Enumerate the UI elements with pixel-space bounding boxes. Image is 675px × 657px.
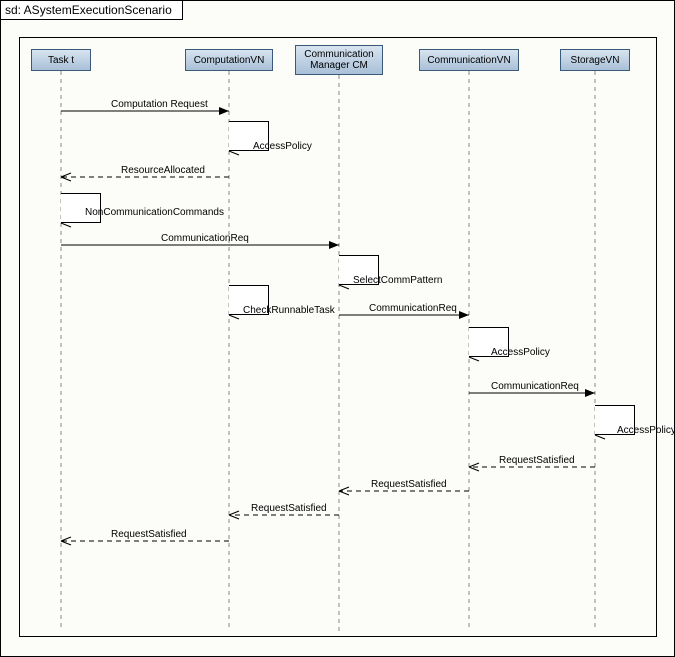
- message-label: RequestSatisfied: [111, 529, 187, 540]
- self-call-label: AccessPolicy: [491, 347, 550, 358]
- diagram-svg-layer: [1, 1, 675, 657]
- message-label: CommunicationReq: [369, 303, 457, 314]
- self-call-label: AccessPolicy: [253, 141, 312, 152]
- message-label: ResourceAllocated: [121, 165, 205, 176]
- self-call-label: SelectCommPattern: [353, 275, 442, 286]
- message-label: Computation Request: [111, 99, 208, 110]
- lifeline-head: StorageVN: [560, 49, 630, 71]
- diagram-outer-frame: sd: ASystemExecutionScenario Task tCompu…: [0, 0, 675, 657]
- message-label: CommunicationReq: [161, 233, 249, 244]
- message-label: RequestSatisfied: [499, 455, 575, 466]
- lifeline-head: CommunicationVN: [419, 49, 519, 71]
- lifeline-head: Communication Manager CM: [295, 45, 383, 75]
- self-call-label: NonCommunicationCommands: [85, 207, 224, 218]
- lifeline-head: ComputationVN: [185, 49, 273, 71]
- lifeline-head: Task t: [31, 49, 91, 71]
- message-label: RequestSatisfied: [371, 479, 447, 490]
- self-call-label: CheckRunnableTask: [243, 305, 335, 316]
- message-label: RequestSatisfied: [251, 503, 327, 514]
- self-call-label: AccessPolicy: [617, 425, 675, 436]
- message-label: CommunicationReq: [491, 381, 579, 392]
